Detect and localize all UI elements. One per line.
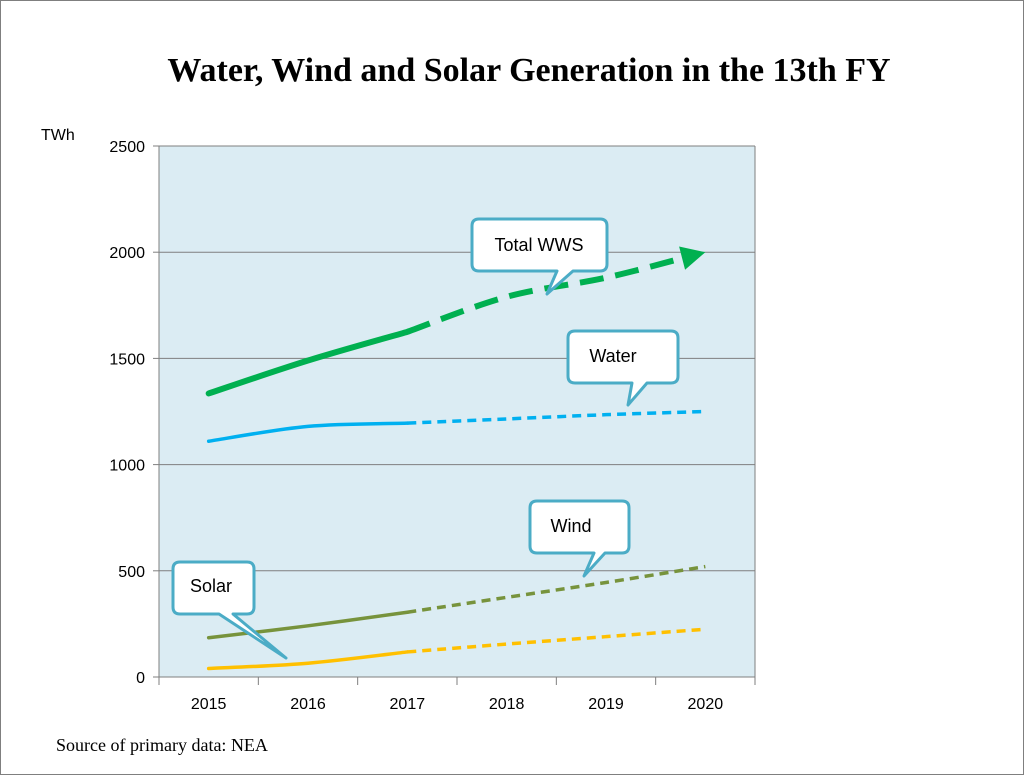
series-total-wws-point-2016 — [308, 360, 309, 361]
series-water-point-2018 — [506, 418, 507, 419]
series-solar-point-2017 — [407, 651, 408, 652]
callout-wind-box — [528, 499, 631, 578]
series-wind-point-2017 — [407, 612, 408, 613]
axes — [153, 145, 756, 685]
series-total-wws-point-2017 — [407, 331, 408, 332]
series-solar-point-2015 — [208, 668, 209, 669]
series-solar-point-2016 — [308, 663, 309, 664]
series-solar-actual-line — [206, 650, 410, 671]
series-solar-projection-line — [407, 627, 706, 654]
series-water-point-2015 — [208, 441, 209, 442]
series-total-wws-point-2015 — [208, 393, 209, 394]
source-note: Source of primary data: NEA — [56, 735, 268, 755]
y-axis-unit: TWh — [41, 127, 75, 144]
x-tick-label-2017: 2017 — [390, 696, 426, 713]
x-tick-label-2019: 2019 — [588, 696, 624, 713]
series-total-wws-point-2019 — [606, 277, 607, 278]
callout-solar-label: Solar — [190, 576, 232, 596]
callout-solar: Solar — [171, 560, 288, 660]
chart-title: Water, Wind and Solar Generation in the … — [167, 52, 890, 89]
callout-total-wws: Total WWS — [470, 217, 609, 296]
callout-wind: Wind — [528, 499, 631, 578]
series-total-wws-point-2020 — [705, 252, 706, 253]
y-tick-label-2000: 2000 — [109, 245, 145, 262]
callout-total-wws-box — [470, 217, 609, 296]
series-wind-point-2015 — [208, 637, 209, 638]
series-solar-point-2019 — [606, 636, 607, 637]
y-tick-label-1000: 1000 — [109, 458, 145, 475]
series-total-wws-point-2018 — [506, 296, 507, 297]
callout-wind-label: Wind — [550, 516, 591, 536]
callout-total-wws-label: Total WWS — [494, 235, 583, 255]
series-total-wws-arrowhead — [679, 246, 706, 270]
y-tick-label-0: 0 — [136, 670, 145, 687]
series-total-wws-actual-line — [205, 328, 411, 397]
series-water-actual-line — [206, 421, 410, 443]
tick-labels: 0 500 1000 1500 2000 2500 2015 2016 2017 2018 2019… — [109, 139, 723, 713]
series-wind-point-2018 — [506, 597, 507, 598]
series-water-point-2019 — [606, 414, 607, 415]
series-wind-projection-line — [407, 564, 706, 614]
series-lines — [205, 246, 706, 671]
series-solar-point-2020 — [705, 629, 706, 630]
x-tick-label-2015: 2015 — [191, 696, 227, 713]
x-tick-label-2018: 2018 — [489, 696, 525, 713]
y-tick-label-2500: 2500 — [109, 139, 145, 156]
series-water-point-2016 — [308, 426, 309, 427]
callout-water-box — [566, 329, 680, 407]
series-solar-point-2018 — [506, 644, 507, 645]
callout-solar-box — [171, 560, 288, 660]
series-wind-point-2019 — [606, 582, 607, 583]
y-tick-label-1500: 1500 — [109, 351, 145, 368]
series-wind-point-2016 — [308, 625, 309, 626]
series-wind-point-2020 — [705, 566, 706, 567]
x-tick-label-2016: 2016 — [290, 696, 326, 713]
series-water-point-2020 — [705, 411, 706, 412]
series-water-point-2017 — [407, 423, 408, 424]
callout-water-label: Water — [589, 346, 636, 366]
series-wind-actual-line — [206, 610, 410, 640]
callout-water: Water — [566, 329, 680, 407]
y-tick-label-500: 500 — [118, 564, 145, 581]
x-tick-label-2020: 2020 — [688, 696, 724, 713]
